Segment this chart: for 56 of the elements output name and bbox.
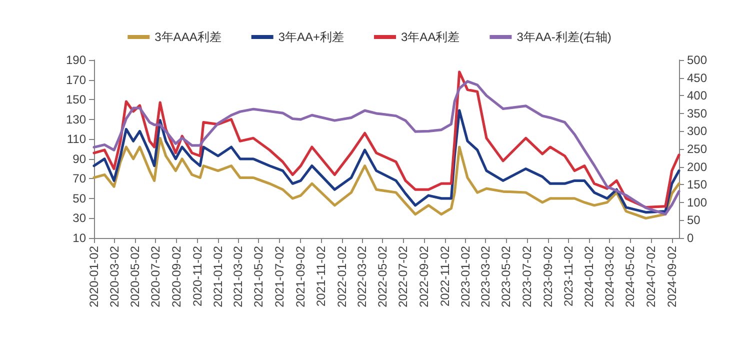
- y-tick-label: 50: [72, 191, 86, 206]
- y-tick-label: 190: [66, 53, 86, 67]
- y-tick-label: 150: [66, 92, 86, 107]
- x-tick-label: 2022-09-02: [417, 246, 432, 308]
- y2-tick-label: 300: [687, 124, 708, 138]
- y-tick-label: 70: [72, 172, 86, 186]
- x-tick-label: 2021-05-02: [252, 246, 266, 308]
- x-tick-label: 2023-05-02: [499, 246, 514, 308]
- x-tick-label: 2022-01-02: [334, 246, 349, 308]
- x-tick-label: 2022-07-02: [396, 246, 410, 308]
- x-tick-label: 2021-07-02: [272, 246, 286, 308]
- y-tick-label: 130: [66, 112, 86, 126]
- x-tick-label: 2024-03-02: [602, 246, 617, 308]
- y2-tick-label: 450: [687, 70, 708, 85]
- x-tick-label: 2020-09-02: [170, 246, 184, 308]
- x-tick-label: 2024-09-02: [664, 246, 679, 308]
- legend-label: 3年AA利差: [401, 30, 460, 44]
- y2-tick-label: 100: [687, 195, 708, 210]
- legend-label: 3年AA-利差(右轴): [516, 30, 612, 44]
- y-tick-label: 90: [72, 152, 86, 166]
- x-tick-label: 2023-07-02: [520, 246, 534, 308]
- y-tick-label: 30: [72, 211, 86, 226]
- x-tick-label: 2020-03-02: [107, 246, 122, 308]
- x-tick-label: 2023-09-02: [540, 246, 555, 308]
- line-series: [92, 136, 680, 220]
- x-tick-label: 2023-03-02: [478, 246, 492, 308]
- y-tick-label: 10: [72, 231, 86, 245]
- y-tick-label: 110: [66, 132, 86, 146]
- x-tick-label: 2024-01-02: [582, 246, 596, 308]
- x-tick-label: 2021-09-02: [293, 246, 308, 308]
- x-tick-label: 2020-01-02: [87, 246, 101, 308]
- legend-label: 3年AAA利差: [154, 30, 222, 44]
- x-tick-label: 2020-05-02: [128, 246, 142, 308]
- x-tick-label: 2022-05-02: [375, 246, 390, 308]
- y2-tick-label: 50: [687, 213, 701, 228]
- x-tick-label: 2024-07-02: [644, 246, 658, 308]
- y2-tick-label: 200: [687, 160, 708, 174]
- y-tick-label: 170: [66, 72, 86, 87]
- x-tick-label: 2024-05-02: [623, 246, 638, 308]
- x-tick-label: 2021-11-02: [314, 246, 328, 306]
- y2-tick-label: 250: [687, 142, 708, 156]
- y2-tick-label: 0: [687, 231, 694, 245]
- x-tick-label: 2022-03-02: [354, 246, 369, 308]
- legend-label: 3年AA+利差: [278, 30, 344, 44]
- x-tick-label: 2021-01-02: [211, 246, 226, 308]
- y2-tick-label: 350: [687, 106, 708, 120]
- y2-tick-label: 150: [687, 178, 708, 192]
- x-tick-label: 2023-11-02: [562, 246, 576, 306]
- x-tick-label: 2020-11-02: [190, 246, 204, 306]
- line-series: [92, 109, 680, 214]
- x-tick-label: 2023-01-02: [458, 246, 472, 308]
- x-tick-label: 2022-11-02: [438, 246, 452, 306]
- y2-tick-label: 400: [687, 88, 708, 103]
- x-tick-label: 2020-07-02: [148, 246, 163, 308]
- y2-tick-label: 500: [687, 53, 708, 67]
- x-tick-label: 2021-03-02: [231, 246, 246, 308]
